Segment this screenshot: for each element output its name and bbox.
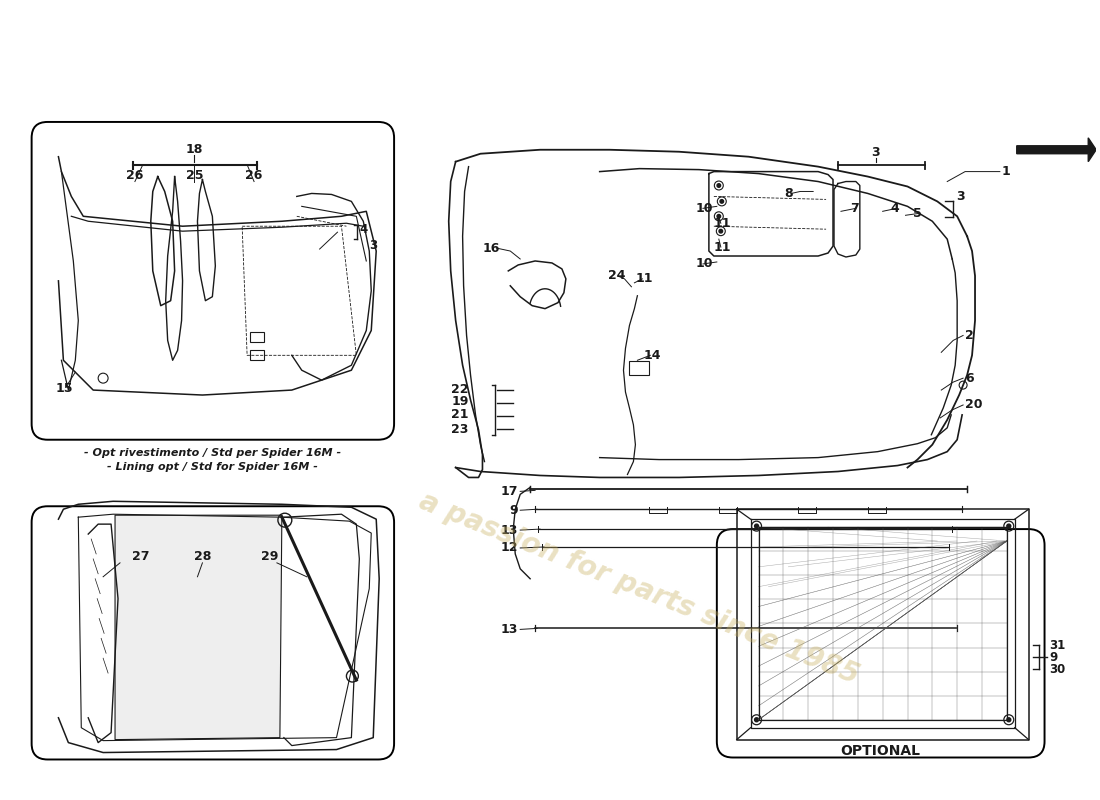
Circle shape bbox=[719, 230, 723, 233]
Text: 18: 18 bbox=[186, 143, 204, 156]
Text: 3: 3 bbox=[871, 146, 880, 159]
Text: 4: 4 bbox=[360, 222, 367, 236]
Text: 31: 31 bbox=[1049, 638, 1066, 652]
Circle shape bbox=[1006, 524, 1011, 528]
Circle shape bbox=[717, 214, 720, 218]
Text: 8: 8 bbox=[784, 187, 793, 200]
Text: 11: 11 bbox=[714, 241, 732, 254]
Circle shape bbox=[755, 524, 759, 528]
Text: 7: 7 bbox=[850, 202, 859, 215]
Text: 19: 19 bbox=[451, 395, 469, 409]
Text: 6: 6 bbox=[965, 372, 974, 385]
Text: 23: 23 bbox=[451, 423, 469, 436]
Text: 4: 4 bbox=[891, 202, 900, 215]
Text: 30: 30 bbox=[1049, 662, 1066, 676]
Text: 13: 13 bbox=[500, 623, 518, 636]
Text: 28: 28 bbox=[194, 550, 211, 563]
Text: 22: 22 bbox=[451, 382, 469, 395]
Text: 12: 12 bbox=[500, 542, 518, 554]
Circle shape bbox=[755, 718, 759, 722]
Text: 26: 26 bbox=[126, 169, 144, 182]
Text: 2: 2 bbox=[965, 329, 974, 342]
Text: 11: 11 bbox=[714, 217, 732, 230]
Text: 3: 3 bbox=[956, 190, 965, 203]
Text: 3: 3 bbox=[370, 238, 377, 251]
Circle shape bbox=[1006, 718, 1011, 722]
Text: 15: 15 bbox=[55, 382, 73, 394]
Text: 1: 1 bbox=[1002, 165, 1011, 178]
Text: 25: 25 bbox=[186, 169, 204, 182]
Text: - Lining opt / Std for Spider 16M -: - Lining opt / Std for Spider 16M - bbox=[107, 462, 318, 471]
Text: 13: 13 bbox=[500, 523, 518, 537]
Bar bbox=[250, 333, 264, 342]
Polygon shape bbox=[1016, 138, 1097, 162]
Text: 14: 14 bbox=[644, 349, 661, 362]
Bar bbox=[629, 362, 649, 375]
Text: 11: 11 bbox=[636, 272, 653, 286]
Text: 24: 24 bbox=[607, 270, 625, 282]
Circle shape bbox=[717, 184, 720, 187]
Text: 29: 29 bbox=[262, 550, 278, 563]
Text: OPTIONAL: OPTIONAL bbox=[840, 743, 921, 758]
Circle shape bbox=[720, 200, 724, 203]
Text: 27: 27 bbox=[132, 550, 150, 563]
Text: 9: 9 bbox=[509, 504, 518, 517]
Text: 26: 26 bbox=[245, 169, 263, 182]
Text: 10: 10 bbox=[696, 258, 714, 270]
Text: 17: 17 bbox=[500, 485, 518, 498]
Text: - Opt rivestimento / Std per Spider 16M -: - Opt rivestimento / Std per Spider 16M … bbox=[84, 448, 341, 458]
Text: 21: 21 bbox=[451, 408, 469, 422]
Text: 16: 16 bbox=[483, 242, 499, 254]
Text: a passion for parts since 1985: a passion for parts since 1985 bbox=[416, 487, 864, 690]
Text: 5: 5 bbox=[913, 207, 922, 220]
Text: 20: 20 bbox=[965, 398, 982, 411]
Bar bbox=[250, 350, 264, 360]
Polygon shape bbox=[116, 515, 282, 740]
Text: 9: 9 bbox=[1049, 650, 1058, 664]
Text: 10: 10 bbox=[696, 202, 714, 215]
